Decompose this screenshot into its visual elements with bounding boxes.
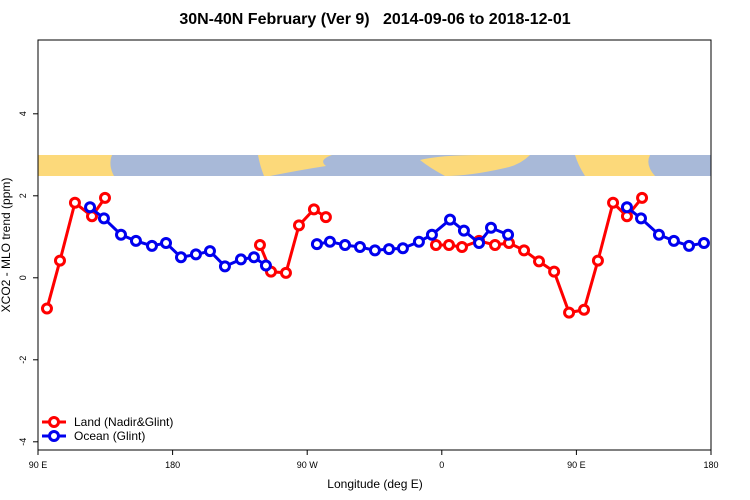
legend-marker (48, 430, 60, 442)
y-tick-label: 0 (18, 275, 28, 280)
point (53, 254, 66, 267)
point (307, 203, 320, 216)
point (563, 306, 576, 319)
point (444, 213, 457, 226)
point (368, 244, 381, 257)
x-tick-label: 90 E (567, 460, 586, 470)
y-tick-label: 4 (18, 111, 28, 116)
point (323, 235, 336, 248)
point (578, 303, 591, 316)
point (620, 201, 633, 214)
point (442, 239, 455, 251)
point (319, 211, 332, 224)
point (548, 265, 561, 278)
point (84, 201, 97, 214)
point (253, 239, 266, 251)
point (485, 221, 498, 234)
land-blob (38, 155, 114, 176)
point (247, 251, 260, 264)
point (259, 259, 272, 272)
point (279, 266, 292, 279)
point (412, 235, 425, 248)
point (457, 224, 470, 237)
plot-frame (37, 39, 712, 451)
point (99, 191, 112, 204)
x-tick-label: 180 (703, 460, 718, 470)
point (383, 243, 396, 256)
point (292, 219, 305, 232)
x-tick-label: 180 (165, 460, 180, 470)
point (533, 255, 546, 268)
x-tick-label: 90 E (29, 460, 48, 470)
point (607, 196, 620, 209)
point (339, 239, 352, 251)
y-tick-label: -2 (18, 356, 28, 364)
chart-title: 30N-40N February (Ver 9) 2014-09-06 to 2… (179, 11, 570, 28)
point (189, 248, 202, 261)
point (697, 236, 710, 249)
x-axis-label: Longitude (deg E) (327, 477, 422, 491)
point (591, 254, 604, 267)
point (160, 236, 173, 249)
point (203, 245, 216, 258)
land-blob (258, 155, 332, 176)
point (489, 239, 502, 251)
point (636, 191, 649, 204)
point (310, 238, 323, 251)
point (353, 241, 366, 254)
x-tick-label: 0 (439, 460, 444, 470)
point (635, 212, 648, 225)
point (667, 234, 680, 247)
point (68, 196, 81, 209)
point (174, 251, 187, 264)
x-tick-label: 90 W (297, 460, 319, 470)
point (502, 228, 515, 241)
series-line (45, 196, 644, 315)
legend-label: Ocean (Glint) (74, 429, 145, 443)
point (429, 239, 442, 251)
land-blob (420, 155, 530, 176)
point (145, 239, 158, 252)
point (518, 244, 531, 257)
point (396, 242, 409, 255)
point (425, 228, 438, 241)
y-tick-label: 2 (18, 193, 28, 198)
ocean-band (38, 155, 711, 176)
point (115, 228, 128, 241)
point (218, 260, 231, 273)
y-axis-label: XCO2 - MLO trend (ppm) (0, 178, 13, 313)
point (97, 212, 110, 225)
point (40, 302, 53, 315)
legend-label: Land (Nadir&Glint) (74, 415, 173, 429)
legend-marker (48, 416, 60, 428)
land-blob (575, 155, 655, 176)
y-tick-label: -4 (18, 438, 28, 446)
point (129, 234, 142, 247)
point (683, 239, 696, 252)
map-strip (38, 155, 711, 176)
point (652, 228, 665, 241)
point (234, 253, 247, 266)
point (473, 236, 486, 249)
point (455, 241, 468, 254)
